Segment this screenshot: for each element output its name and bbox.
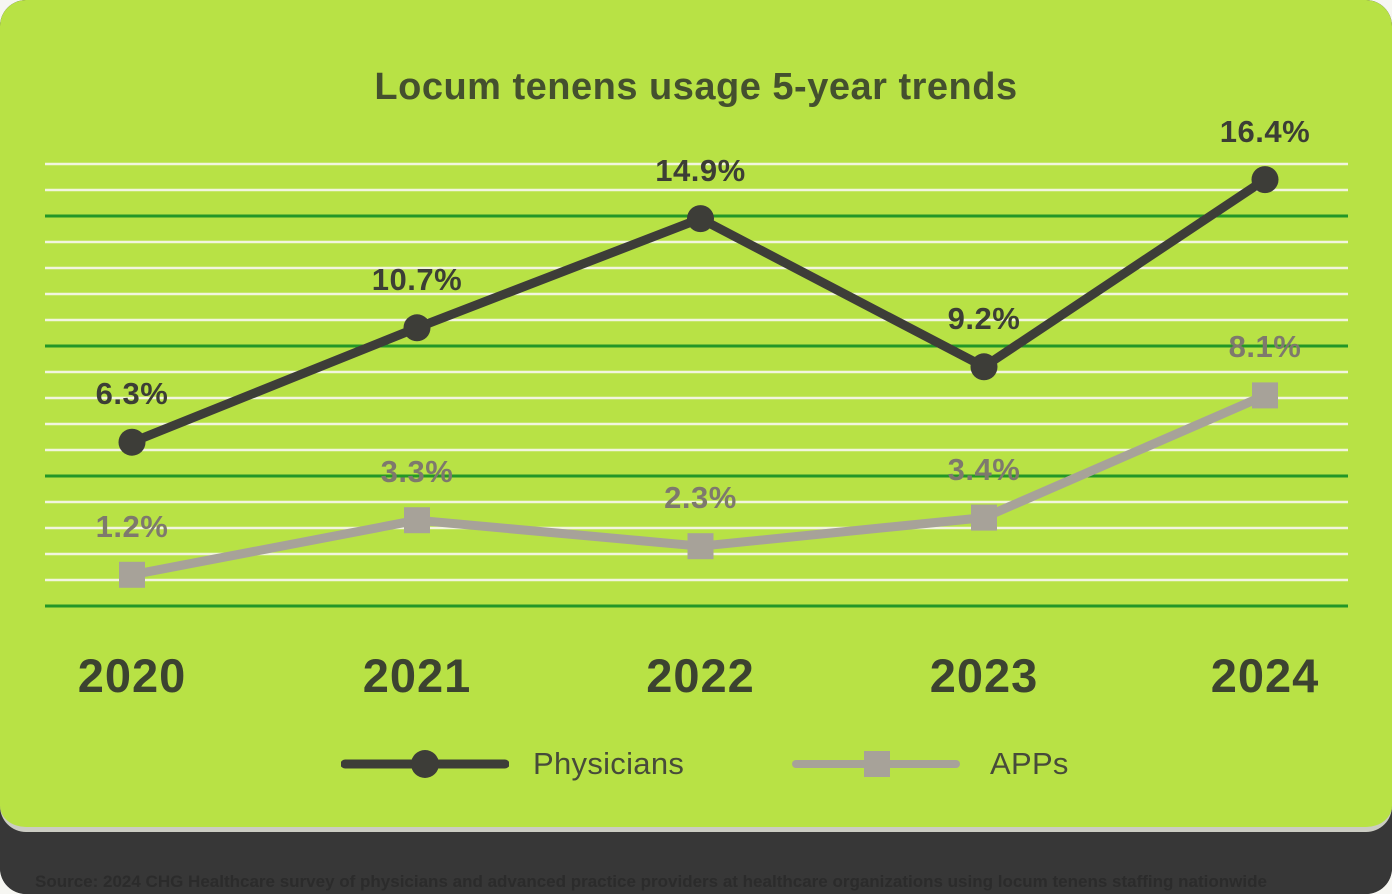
data-label: 3.4%: [947, 451, 1021, 487]
x-axis-label: 2023: [929, 649, 1039, 702]
x-axis-label: 2021: [362, 649, 472, 702]
data-label: 2.3%: [664, 480, 737, 516]
chart-panel: Locum tenens usage 5-year trends 6.3% 10.…: [0, 0, 1392, 832]
legend-item-apps: APPs: [792, 746, 1069, 782]
x-axis-label: 2022: [646, 649, 755, 702]
x-axis-label: 2024: [1210, 649, 1320, 702]
data-label: 1.2%: [95, 508, 169, 544]
chart-title: Locum tenens usage 5-year trends: [374, 66, 1018, 108]
data-label: 6.3%: [95, 376, 169, 412]
data-label: 9.2%: [947, 300, 1021, 336]
apps-line-swatch-icon: [792, 751, 960, 777]
line-chart: [45, 162, 1348, 608]
chart-legend: Physicians APPs: [0, 736, 1392, 792]
source-footer: Source: 2024 CHG Healthcare survey of ph…: [0, 832, 1392, 894]
data-label: 8.1%: [1228, 329, 1302, 365]
x-axis-label: 2020: [77, 649, 187, 702]
data-label: 16.4%: [1219, 113, 1311, 149]
data-label: 10.7%: [371, 261, 463, 297]
legend-label-physicians: Physicians: [533, 746, 685, 781]
data-label: 14.9%: [655, 152, 746, 188]
legend-item-physicians: Physicians: [341, 746, 684, 782]
source-note: Source: 2024 CHG Healthcare survey of ph…: [35, 872, 1267, 891]
data-label: 3.3%: [380, 454, 454, 490]
physicians-line-swatch-icon: [341, 750, 509, 778]
legend-label-apps: APPs: [990, 746, 1069, 781]
